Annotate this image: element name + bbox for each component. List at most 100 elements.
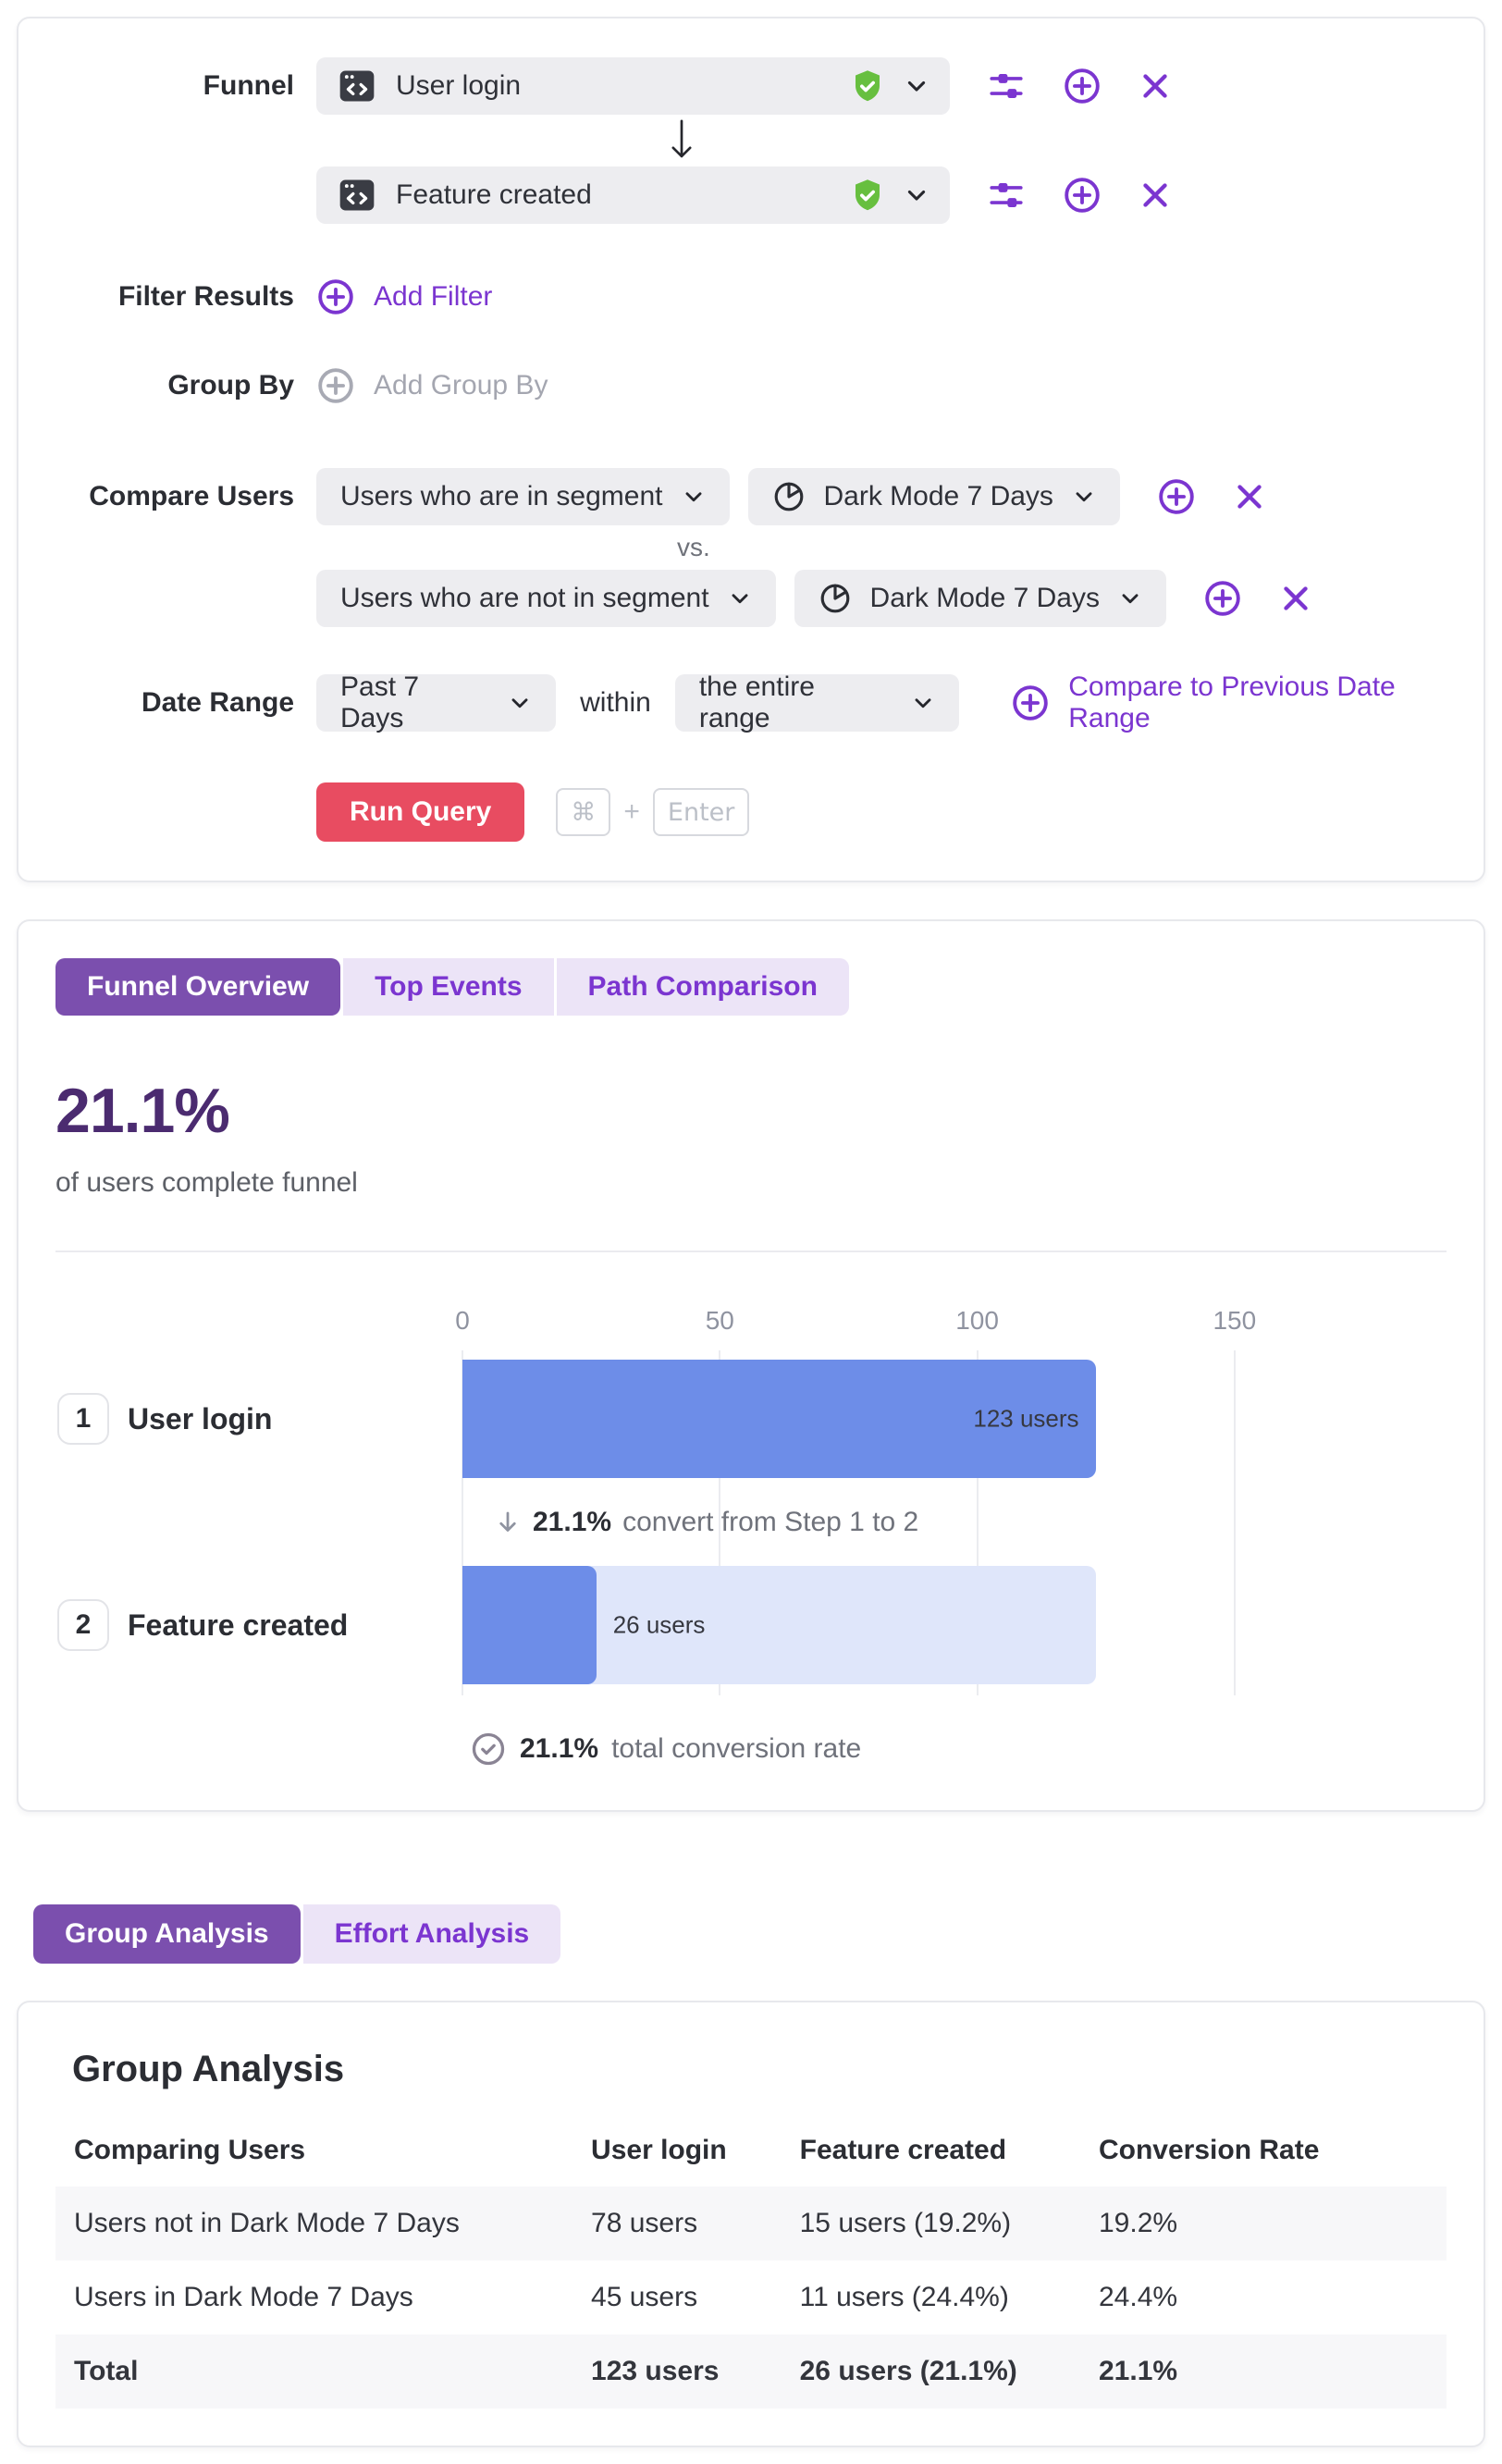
group-by-row: Group By Add Group By xyxy=(18,366,1484,405)
total-conversion-note: 21.1% total conversion rate xyxy=(470,1731,1447,1768)
vs-label: vs. xyxy=(677,533,710,561)
table-cell: 15 users (19.2%) xyxy=(799,2208,1012,2238)
verified-shield-icon xyxy=(850,177,885,214)
x-axis-ticks: 0 50 100 150 xyxy=(455,1306,1327,1350)
axis-tick: 100 xyxy=(955,1306,999,1335)
step-2-name: Feature created xyxy=(128,1608,349,1642)
chart-plot-area: 0 50 100 150 123 users 21.1% co xyxy=(455,1306,1327,1695)
step-conversion-note: 21.1% convert from Step 1 to 2 xyxy=(462,1478,1327,1566)
gridline xyxy=(1233,1350,1236,1695)
plus-circle-icon xyxy=(316,277,355,316)
check-circle-icon xyxy=(470,1731,507,1768)
gridline xyxy=(462,1350,463,1695)
plus-circle-icon[interactable] xyxy=(1063,67,1102,105)
funnel-chart: 1 User login 2 Feature created 0 50 100 150 xyxy=(55,1306,1447,1695)
tab-funnel-overview[interactable]: Funnel Overview xyxy=(55,958,341,1016)
compare-previous-label: Compare to Previous Date Range xyxy=(1068,671,1396,733)
column-header: Comparing Users xyxy=(74,2135,306,2165)
step-2-number-badge: 2 xyxy=(57,1599,109,1651)
total-conversion-value: 21.1% xyxy=(520,1733,599,1764)
segment-type-dropdown[interactable]: Users who are not in segment xyxy=(316,570,776,627)
plus-circle-icon[interactable] xyxy=(1157,477,1196,516)
table-cell: 78 users xyxy=(591,2208,698,2238)
overview-tabs: Funnel Overview Top Events Path Comparison xyxy=(55,958,849,1016)
compare-users-row-2: Users who are not in segment Dark Mode 7… xyxy=(18,570,1484,627)
table-cell: 26 users (21.1%) xyxy=(799,2356,1017,2386)
sliders-icon[interactable] xyxy=(987,67,1026,105)
step-2-actions xyxy=(987,176,1172,215)
table-cell: Users not in Dark Mode 7 Days xyxy=(74,2208,460,2238)
plus-circle-icon[interactable] xyxy=(1203,579,1242,618)
step-1-number-badge: 1 xyxy=(57,1393,109,1445)
table-cell: 123 users xyxy=(591,2356,720,2386)
step-conversion-value: 21.1% xyxy=(533,1506,612,1537)
segment-type-value: Users who are not in segment xyxy=(340,583,709,613)
completion-rate-value: 21.1% xyxy=(55,1076,230,1146)
tab-path-comparison[interactable]: Path Comparison xyxy=(556,958,849,1016)
within-label: within xyxy=(580,687,651,718)
chevron-down-icon xyxy=(728,586,752,610)
compare-1-actions xyxy=(1157,477,1266,516)
tab-effort-analysis[interactable]: Effort Analysis xyxy=(302,1904,561,1964)
group-by-label: Group By xyxy=(167,370,294,400)
table-cell: 19.2% xyxy=(1098,2208,1178,2238)
step-2-bar[interactable] xyxy=(462,1566,597,1684)
segment-value: Dark Mode 7 Days xyxy=(823,481,1053,511)
x-icon[interactable] xyxy=(1233,480,1266,513)
group-analysis-title: Group Analysis xyxy=(72,2049,345,2089)
tab-top-events[interactable]: Top Events xyxy=(343,958,554,1016)
step-conversion-text: convert from Step 1 to 2 xyxy=(622,1506,919,1537)
x-icon[interactable] xyxy=(1139,179,1172,212)
plus-circle-icon[interactable] xyxy=(1063,176,1102,215)
plus-circle-icon xyxy=(1011,684,1050,722)
filter-results-row: Filter Results Add Filter xyxy=(18,277,1484,316)
filter-results-label: Filter Results xyxy=(117,281,294,312)
column-header: User login xyxy=(591,2135,727,2165)
plus-circle-icon xyxy=(316,366,355,405)
funnel-steps-column: 1 User login 2 Feature created xyxy=(55,1306,462,1695)
step-2-label-row: 2 Feature created xyxy=(57,1566,462,1684)
event-selector-step-1[interactable]: User login xyxy=(316,57,950,115)
group-analysis-card: Group Analysis Comparing Users User login… xyxy=(17,2001,1485,2447)
total-conversion-text: total conversion rate xyxy=(611,1733,862,1764)
event-selector-step-2[interactable]: Feature created xyxy=(316,166,950,224)
segment-type-value: Users who are in segment xyxy=(340,481,663,511)
compare-users-label: Compare Users xyxy=(89,481,294,511)
segment-dropdown[interactable]: Dark Mode 7 Days xyxy=(794,570,1166,627)
tab-group-analysis[interactable]: Group Analysis xyxy=(33,1904,301,1964)
funnel-label: Funnel xyxy=(203,70,294,101)
verified-shield-icon xyxy=(850,68,885,105)
step-1-name: User login xyxy=(128,1401,273,1435)
table-header-row: Comparing Users User login Feature created… xyxy=(55,2113,1447,2187)
segment-dropdown[interactable]: Dark Mode 7 Days xyxy=(747,468,1120,525)
chevron-down-icon xyxy=(682,485,706,509)
run-query-button[interactable]: Run Query xyxy=(316,782,525,842)
x-icon[interactable] xyxy=(1279,582,1312,615)
table-row: Total 123 users 26 users (21.1%) 21.1% xyxy=(55,2335,1447,2409)
date-range-label: Date Range xyxy=(141,687,294,718)
range-scope-dropdown[interactable]: the entire range xyxy=(674,671,960,733)
table-cell: 11 users (24.4%) xyxy=(799,2282,1009,2312)
compare-previous-button[interactable]: Compare to Previous Date Range xyxy=(1011,671,1484,734)
compare-2-actions xyxy=(1203,579,1312,618)
step-1-bar[interactable]: 123 users xyxy=(462,1360,1096,1478)
chevron-down-icon xyxy=(911,691,935,715)
add-filter-button[interactable]: Add Filter xyxy=(316,277,492,316)
chevron-down-icon xyxy=(1072,485,1096,509)
add-group-by-button[interactable]: Add Group By xyxy=(316,366,548,405)
event-name: Feature created xyxy=(396,179,592,210)
chevron-down-icon[interactable] xyxy=(904,182,930,208)
analysis-tabs-wrap: Group Analysis Effort Analysis xyxy=(33,1904,1485,1964)
date-range-dropdown[interactable]: Past 7 Days xyxy=(316,671,557,733)
step-2-bar-value: 26 users xyxy=(612,1610,706,1639)
date-range-row: Date Range Past 7 Days within the entire… xyxy=(18,671,1484,734)
chevron-down-icon[interactable] xyxy=(904,73,930,99)
code-window-icon xyxy=(337,175,377,216)
group-analysis-table: Comparing Users User login Feature created… xyxy=(55,2113,1447,2409)
sliders-icon[interactable] xyxy=(987,176,1026,215)
x-icon[interactable] xyxy=(1139,69,1172,103)
axis-tick: 150 xyxy=(1213,1306,1257,1335)
segment-type-dropdown[interactable]: Users who are in segment xyxy=(316,468,730,525)
completion-rate-caption: of users complete funnel xyxy=(55,1167,358,1198)
code-window-icon xyxy=(337,66,377,106)
